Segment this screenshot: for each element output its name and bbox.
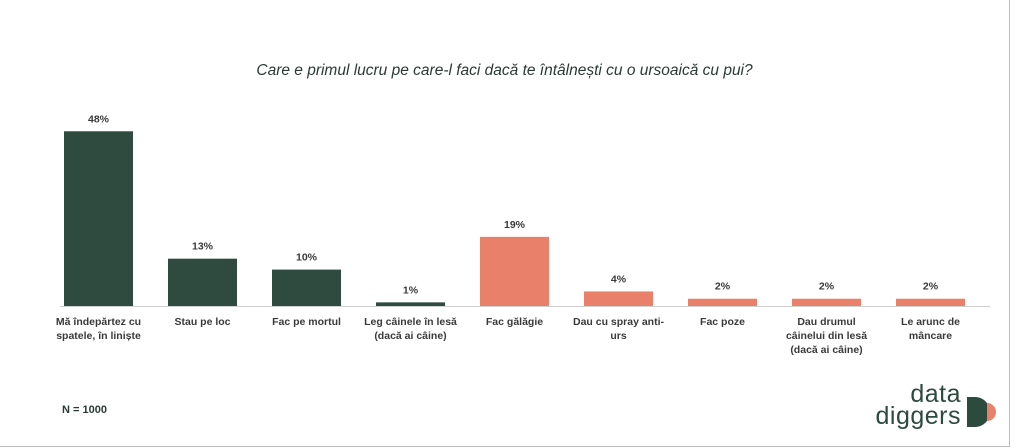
- value-label-3: 10%: [296, 252, 318, 264]
- category-label-5: Fac gălăgie: [486, 316, 543, 328]
- data-diggers-logo: data diggers: [872, 380, 1007, 439]
- bar-1: [64, 131, 133, 306]
- logo-line-2: diggers: [875, 402, 961, 430]
- logo-mark-icon: [967, 397, 996, 427]
- value-label-6: 4%: [611, 273, 627, 285]
- value-label-4: 1%: [403, 284, 419, 296]
- bar-chart: 48% Mă îndepărtez cu spatele, în liniște 13…: [56, 113, 990, 356]
- logo-wordmark: data diggers: [875, 380, 962, 430]
- category-label-8: Dau drumul câinelui din lesă (dacă ai câin…: [786, 316, 867, 356]
- bar-2: [168, 258, 237, 306]
- category-label-2: Stau pe loc: [174, 316, 230, 328]
- value-label-2: 13%: [192, 241, 214, 253]
- value-label-7: 2%: [715, 281, 731, 293]
- category-label-9: Le arunc de mâncare: [901, 316, 960, 342]
- chart-title: Care e primul lucru pe care-l faci dacă …: [256, 62, 753, 79]
- category-label-1: Mă îndepărtez cu spatele, în liniște: [56, 316, 141, 342]
- category-label-4: Leg câinele în lesă (dacă ai câine): [364, 316, 457, 342]
- logo-line-1: data: [910, 380, 961, 408]
- bar-7: [688, 298, 757, 306]
- category-label-6: Dau cu spray anti-urs: [573, 316, 665, 342]
- category-label-7: Fac poze: [700, 316, 745, 328]
- bar-5: [480, 236, 549, 306]
- bar-8: [792, 298, 861, 306]
- value-label-8: 2%: [819, 281, 835, 293]
- value-label-5: 19%: [504, 219, 526, 231]
- value-label-1: 48%: [88, 113, 110, 125]
- bar-6: [584, 291, 653, 306]
- bar-4: [376, 302, 445, 306]
- bar-9: [896, 298, 965, 306]
- category-label-3: Fac pe mortul: [272, 316, 341, 328]
- sample-size-note: N = 1000: [62, 404, 107, 416]
- value-label-9: 2%: [923, 281, 939, 293]
- bar-3: [272, 269, 341, 306]
